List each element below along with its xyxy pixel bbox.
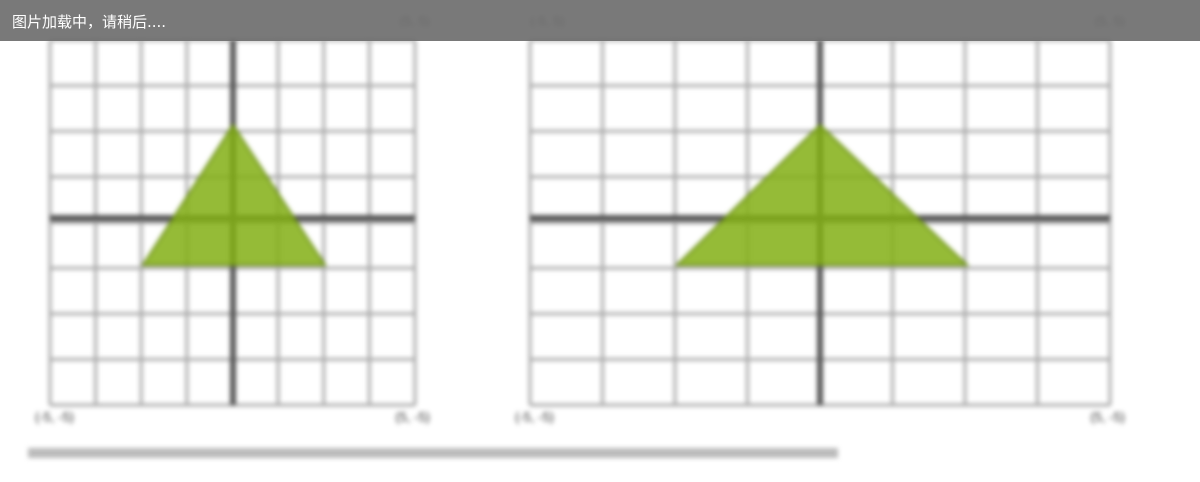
caption-blur	[28, 448, 838, 458]
loading-text: 图片加载中，请稍后....	[12, 13, 167, 31]
loading-bar: 图片加载中，请稍后....	[0, 0, 1200, 41]
corner-label: (-5, -5)	[35, 409, 74, 424]
corner-label: (5, -5)	[395, 409, 430, 424]
triangle	[141, 123, 327, 266]
corner-label: (-5, -5)	[515, 409, 554, 424]
triangle	[674, 123, 970, 266]
corner-label: (5, -5)	[1090, 409, 1125, 424]
